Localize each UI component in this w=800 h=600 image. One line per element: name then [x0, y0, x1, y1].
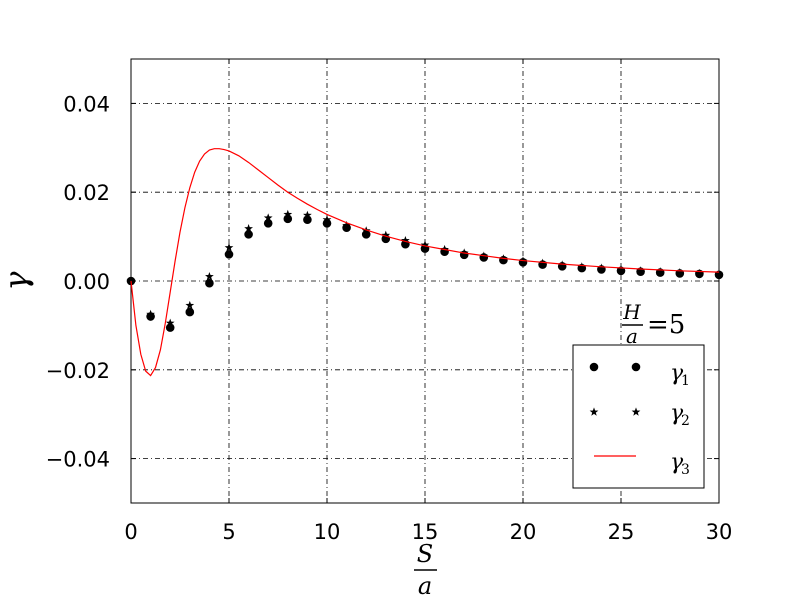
data-point: [322, 215, 332, 224]
legend-marker-star: [589, 407, 599, 416]
data-point: [205, 271, 214, 281]
y-tick-label: −0.02: [46, 359, 110, 383]
legend-subscript-gamma1: 1: [681, 373, 690, 389]
annotation: H a =5: [622, 300, 685, 348]
x-axis-label-numerator: S: [417, 540, 433, 568]
data-point: [675, 267, 685, 277]
axis-ticks: 0 5 10 15 20 25 30 −0.04 −0.02 0.00 0.02 0.04: [46, 59, 733, 544]
data-point: [244, 224, 253, 233]
data-point: [714, 269, 724, 279]
legend-entry-gamma1: γ 1: [589, 361, 690, 389]
legend: γ 1 γ 2 γ 3: [572, 344, 705, 489]
y-axis-label: γ: [0, 271, 35, 291]
data-point: [322, 218, 332, 228]
data-point: [165, 318, 175, 327]
data-point: [695, 268, 704, 278]
data-point: [263, 218, 273, 228]
legend-subscript-gamma2: 2: [681, 413, 690, 429]
legend-label-gamma2: γ: [670, 401, 684, 426]
data-point: [303, 210, 312, 220]
x-axis-label-denominator: a: [418, 572, 432, 600]
x-tick-label: 15: [412, 520, 439, 544]
data-point: [636, 266, 645, 275]
data-point: [185, 300, 195, 310]
data-point: [655, 267, 665, 276]
data-point: [597, 263, 606, 272]
x-axis-label: S a: [414, 540, 437, 600]
data-point: [401, 236, 410, 245]
y-tick-label: 0.04: [63, 92, 110, 116]
grid-lines: [131, 59, 719, 503]
data-point: [185, 307, 195, 317]
legend-entry-gamma2: γ 2: [589, 401, 690, 429]
y-tick-label: 0.00: [63, 270, 110, 294]
x-tick-label: 10: [314, 520, 341, 544]
legend-subscript-gamma3: 3: [681, 462, 690, 478]
data-point: [244, 230, 253, 239]
data-point: [224, 250, 234, 259]
x-tick-label: 5: [222, 520, 235, 544]
y-tick-label: 0.02: [63, 181, 110, 205]
series-gamma3: [130, 148, 720, 377]
data-point: [381, 230, 391, 239]
data-point: [342, 220, 351, 230]
data-point: [420, 240, 430, 249]
x-tick-label: 25: [608, 520, 635, 544]
data-series: [126, 148, 724, 377]
data-point: [224, 243, 234, 252]
x-tick-label: 30: [706, 520, 733, 544]
legend-marker-star: [631, 407, 641, 416]
data-point: [283, 209, 293, 219]
data-point: [126, 276, 136, 285]
x-tick-label: 0: [124, 520, 137, 544]
data-point: [263, 213, 273, 222]
data-point: [146, 309, 155, 319]
legend-marker-circle: [631, 362, 641, 372]
annotation-denominator: a: [626, 324, 638, 348]
y-tick-label: −0.04: [46, 448, 110, 472]
data-point: [205, 278, 214, 288]
data-point: [361, 230, 371, 239]
series-line-gamma3: [130, 148, 720, 377]
legend-label-gamma3: γ: [670, 450, 684, 475]
annotation-value: =5: [647, 310, 685, 340]
legend-label-gamma1: γ: [670, 361, 684, 386]
data-point: [577, 262, 587, 271]
x-tick-label: 20: [510, 520, 537, 544]
legend-marker-circle: [589, 362, 599, 372]
annotation-numerator: H: [622, 300, 641, 324]
data-point: [616, 264, 626, 274]
legend-entry-gamma3: γ 3: [594, 450, 690, 478]
